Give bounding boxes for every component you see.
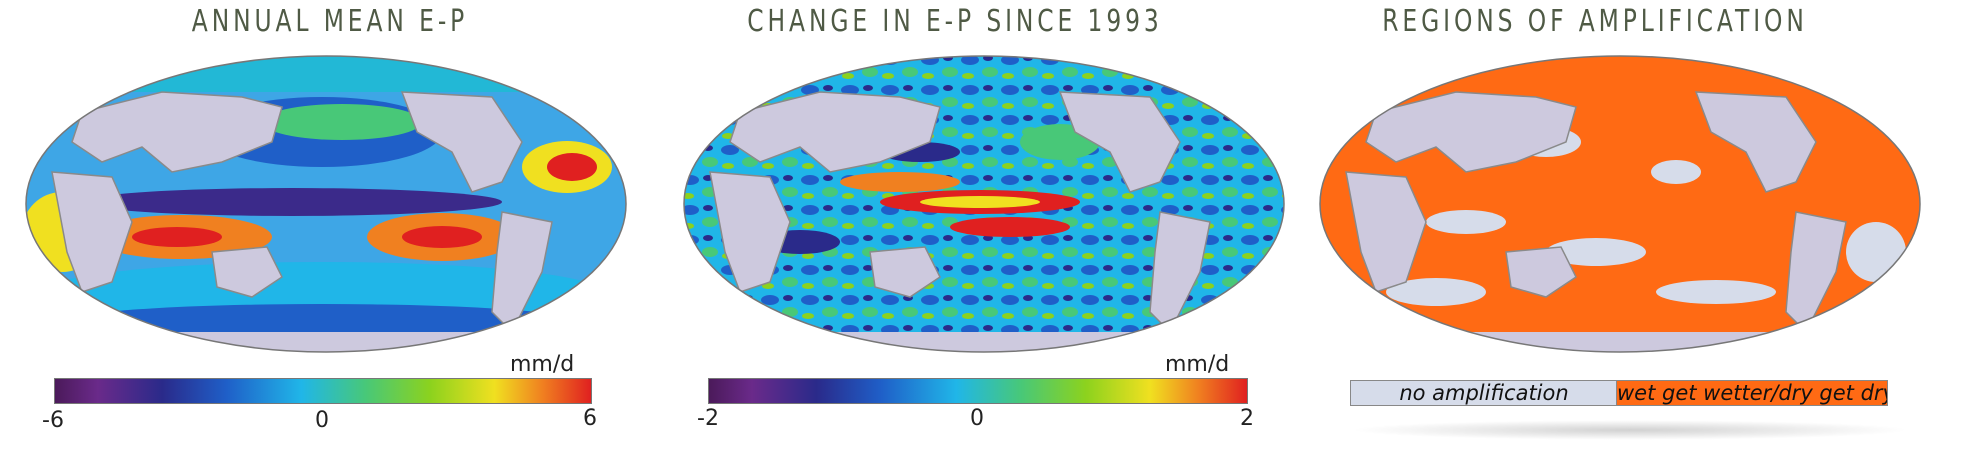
colorbar-max-label: 2 xyxy=(1240,406,1254,431)
colorbar-min-label: -6 xyxy=(42,408,64,433)
panel-title-annual-mean: ANNUAL MEAN E-P xyxy=(191,4,469,39)
panel-title-regions-of-amplification: REGIONS OF AMPLIFICATION xyxy=(1382,4,1808,39)
map-canvas xyxy=(683,55,1285,353)
colorbar-max-label: 6 xyxy=(583,406,597,431)
colorbar-mid-label: 0 xyxy=(315,408,329,433)
legend-no-amplification: no amplification xyxy=(1350,380,1618,406)
colorbar-unit: mm/d xyxy=(510,352,575,377)
map-canvas xyxy=(25,55,627,353)
legend-label: no amplification xyxy=(1399,381,1569,405)
legend-shadow xyxy=(1350,420,1910,440)
colorbar-annual-mean xyxy=(54,378,592,404)
panel-title-change-since-1993: CHANGE IN E-P SINCE 1993 xyxy=(747,4,1163,39)
colorbar-unit: mm/d xyxy=(1165,352,1230,377)
map-change-in-e-p xyxy=(680,52,1288,356)
map-annual-mean-e-p xyxy=(22,52,630,356)
legend-wet-wetter-dry-dryer: wet get wetter/dry get dryer xyxy=(1616,380,1888,406)
map-regions-of-amplification xyxy=(1316,52,1924,356)
colorbar-change xyxy=(708,378,1248,404)
legend-label: wet get wetter/dry get dryer xyxy=(1617,381,1888,405)
colorbar-min-label: -2 xyxy=(697,406,719,431)
map-canvas xyxy=(1319,55,1921,353)
colorbar-mid-label: 0 xyxy=(970,406,984,431)
